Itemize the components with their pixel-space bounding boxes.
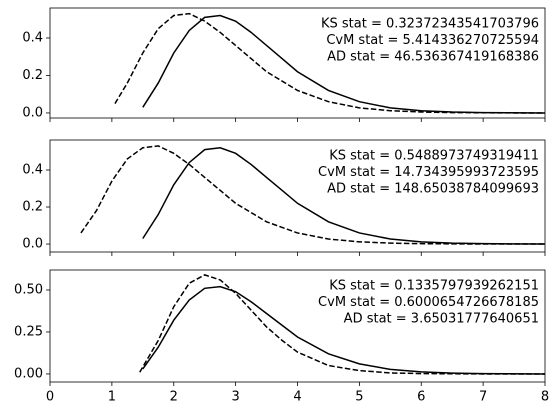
y-tick-label: 0.0: [22, 237, 43, 252]
annotation: AD stat = 148.65038784099693: [327, 182, 539, 197]
annotation: KS stat = 0.1335797939262151: [329, 279, 539, 294]
x-tick-label: 4: [293, 390, 301, 405]
y-tick-label: 0.00: [14, 366, 43, 381]
line-series: [139, 274, 545, 375]
annotation: CvM stat = 0.6000654726678185: [318, 295, 539, 310]
line-series: [114, 12, 545, 114]
y-tick-label: 0.25: [14, 324, 43, 339]
x-tick-label: 0: [46, 390, 54, 405]
x-tick-label: 6: [417, 390, 425, 405]
x-tick-label: 3: [231, 390, 239, 405]
x-tick-label: 8: [541, 390, 549, 405]
annotation: CvM stat = 5.414336270725594: [326, 33, 539, 48]
line-series: [142, 147, 545, 245]
line-series: [80, 145, 545, 245]
y-tick-label: 0.0: [22, 105, 43, 120]
y-tick-label: 0.2: [22, 68, 43, 83]
annotation: CvM stat = 14.734395993723595: [318, 165, 539, 180]
line-series: [142, 285, 545, 375]
line-series: [142, 14, 545, 114]
x-tick-label: 5: [355, 390, 363, 405]
x-tick-label: 2: [170, 390, 178, 405]
annotation: KS stat = 0.5488973749319411: [329, 149, 539, 164]
x-tick-label: 1: [108, 390, 116, 405]
annotation: KS stat = 0.32372343541703796: [321, 17, 539, 32]
annotation: AD stat = 46.536367419168386: [327, 50, 539, 65]
annotation: AD stat = 3.65031777640651: [344, 312, 539, 327]
x-tick-label: 7: [479, 390, 487, 405]
y-tick-label: 0.4: [22, 30, 43, 45]
y-tick-label: 0.2: [22, 200, 43, 215]
y-tick-label: 0.4: [22, 162, 43, 177]
y-tick-label: 0.50: [14, 282, 43, 297]
